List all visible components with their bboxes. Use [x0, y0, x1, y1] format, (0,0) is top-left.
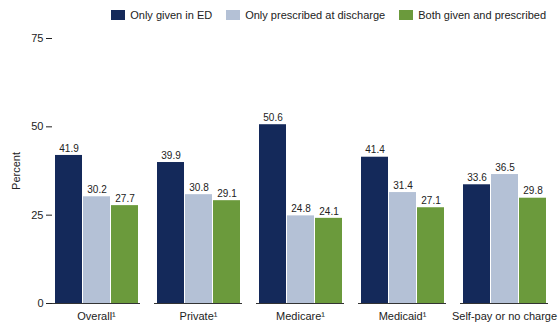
svg-text:41.9: 41.9 [59, 143, 79, 154]
html-text:Only prescribed at discharge: Only prescribed at discharge [245, 9, 386, 21]
svg-text:33.6: 33.6 [467, 172, 487, 183]
svg-text:0: 0 [37, 297, 43, 309]
svg-text:25: 25 [31, 209, 43, 221]
svg-text:27.7: 27.7 [115, 193, 135, 204]
svg-text:Overall¹: Overall¹ [77, 310, 116, 322]
svg-text:30.8: 30.8 [189, 182, 209, 193]
svg-text:Percent: Percent [10, 152, 22, 190]
svg-text:50: 50 [31, 120, 43, 132]
svg-text:Private¹: Private¹ [180, 310, 218, 322]
svg-text:39.9: 39.9 [161, 150, 181, 161]
svg-text:30.2: 30.2 [87, 184, 107, 195]
svg-text:75: 75 [31, 32, 43, 44]
html-text:Both given and prescribed: Both given and prescribed [418, 9, 546, 21]
svg-text:36.5: 36.5 [495, 162, 515, 173]
svg-text:50.6: 50.6 [263, 112, 283, 123]
svg-text:Medicaid¹: Medicaid¹ [379, 310, 427, 322]
html-text:Only given in ED: Only given in ED [130, 9, 213, 21]
svg-text:29.1: 29.1 [217, 188, 237, 199]
svg-text:Self-pay or no charge: Self-pay or no charge [452, 310, 557, 322]
svg-text:27.1: 27.1 [421, 195, 441, 206]
svg-text:29.8: 29.8 [523, 185, 543, 196]
svg-text:24.1: 24.1 [319, 206, 339, 217]
svg-text:41.4: 41.4 [365, 144, 385, 155]
svg-text:24.8: 24.8 [291, 203, 311, 214]
svg-text:31.4: 31.4 [393, 180, 413, 191]
svg-text:Medicare¹: Medicare¹ [276, 310, 325, 322]
